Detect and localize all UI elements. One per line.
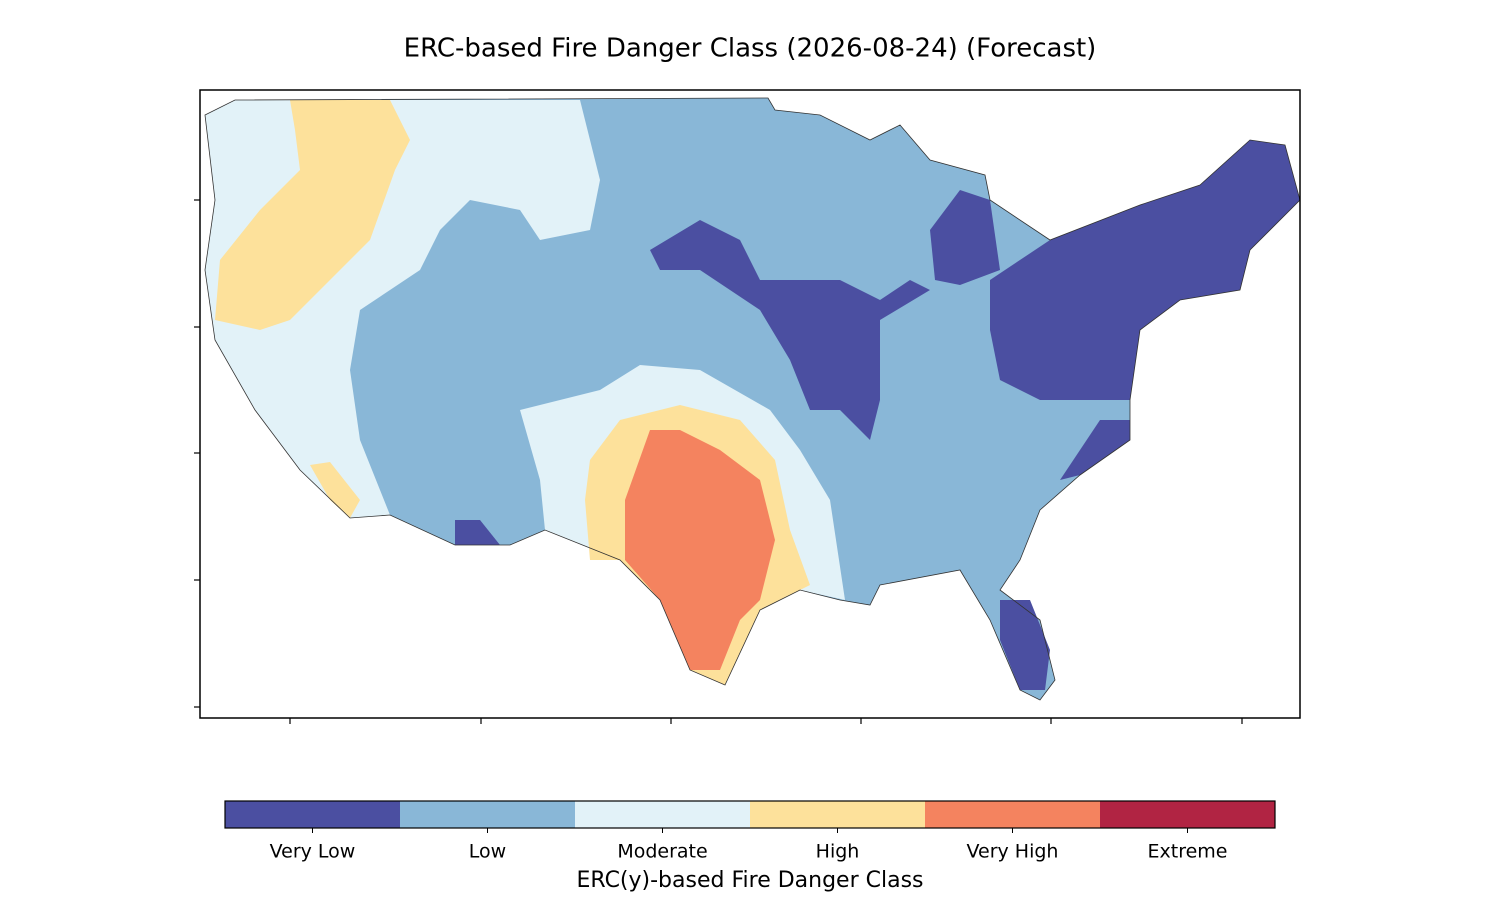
colorbar-tick-label: Low [469, 841, 506, 863]
colorbar-segment [400, 801, 575, 828]
colorbar: Very Low Low Moderate High Very High Extreme [224, 800, 1276, 863]
colorbar-segment [225, 801, 400, 828]
map [204, 97, 1301, 701]
region-very-low [455, 520, 500, 545]
region-very-low [1000, 600, 1050, 690]
colorbar-frame [224, 800, 1276, 829]
map-title: ERC-based Fire Danger Class (2026-08-24)… [404, 34, 1097, 64]
region-very-low [930, 190, 1000, 285]
region-very-low [1060, 420, 1130, 480]
colorbar-segment [925, 801, 1100, 828]
region-high [310, 462, 360, 518]
colorbar-tick-label: Moderate [617, 841, 707, 863]
axis-ticks [194, 199, 1243, 724]
colorbar-label: ERC(y)-based Fire Danger Class [576, 868, 923, 893]
colorbar-tick-label: High [816, 841, 860, 863]
colorbar-segment [1100, 801, 1275, 828]
region-very-high [625, 430, 775, 670]
coastline [204, 97, 1301, 701]
colorbar-segment [575, 801, 750, 828]
region-very-low [650, 220, 930, 440]
region-very-low [990, 140, 1300, 400]
map-frame [199, 89, 1301, 719]
colorbar-tick-label: Very High [967, 841, 1059, 863]
region-high [215, 100, 410, 330]
colorbar-tick-label: Very Low [270, 841, 356, 863]
colorbar-tick-label: Extreme [1148, 841, 1228, 863]
land-low [205, 98, 1300, 700]
colorbar-segment [750, 801, 925, 828]
